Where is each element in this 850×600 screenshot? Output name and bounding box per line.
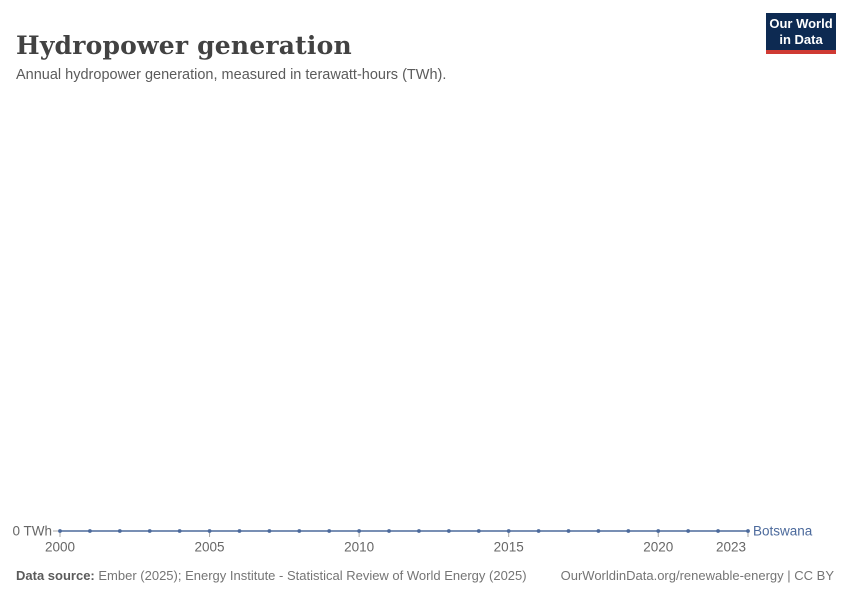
x-tick-label: 2020 bbox=[643, 540, 673, 555]
rights-link[interactable]: OurWorldinData.org/renewable-energy | CC… bbox=[560, 568, 834, 583]
data-point[interactable] bbox=[147, 529, 152, 533]
data-point[interactable] bbox=[177, 529, 182, 533]
data-point[interactable] bbox=[58, 529, 62, 533]
owid-logo-line2: in Data bbox=[779, 31, 823, 47]
page-title: Hydropower generation bbox=[16, 30, 352, 60]
data-point[interactable] bbox=[327, 529, 332, 533]
x-tick-label: 2000 bbox=[45, 540, 75, 555]
chart-subtitle: Annual hydropower generation, measured i… bbox=[16, 66, 447, 83]
data-point[interactable] bbox=[117, 529, 122, 533]
data-source-label: Data source: bbox=[16, 568, 95, 583]
data-point[interactable] bbox=[746, 529, 750, 533]
data-source: Data source: Ember (2025); Energy Instit… bbox=[16, 568, 527, 583]
data-point[interactable] bbox=[716, 529, 720, 533]
data-point[interactable] bbox=[536, 529, 541, 533]
data-point[interactable] bbox=[446, 529, 451, 533]
data-point[interactable] bbox=[267, 529, 272, 533]
data-point[interactable] bbox=[476, 529, 481, 533]
owid-logo-line1: Our World bbox=[769, 16, 833, 32]
chart-footer: Data source: Ember (2025); Energy Instit… bbox=[16, 568, 834, 583]
x-tick-label: 2015 bbox=[494, 540, 524, 555]
data-point[interactable] bbox=[596, 529, 601, 533]
x-tick-label: 2005 bbox=[195, 540, 225, 555]
data-source-text: Ember (2025); Energy Institute - Statist… bbox=[98, 568, 527, 583]
data-point[interactable] bbox=[297, 529, 302, 533]
data-point[interactable] bbox=[656, 529, 661, 533]
data-point[interactable] bbox=[506, 529, 511, 533]
data-point[interactable] bbox=[357, 529, 362, 533]
data-point[interactable] bbox=[417, 529, 421, 533]
y-axis-tick-label: 0 TWh bbox=[12, 524, 52, 539]
owid-logo: Our World in Data bbox=[766, 13, 836, 54]
data-point[interactable] bbox=[626, 529, 631, 533]
data-point[interactable] bbox=[566, 529, 571, 533]
data-point[interactable] bbox=[387, 529, 391, 533]
data-point[interactable] bbox=[207, 529, 212, 533]
x-tick-label: 2023 bbox=[716, 540, 746, 555]
data-point[interactable] bbox=[237, 529, 242, 533]
data-point[interactable] bbox=[686, 529, 691, 533]
series-entity-label[interactable]: Botswana bbox=[753, 524, 813, 539]
x-tick-label: 2010 bbox=[344, 540, 374, 555]
data-point[interactable] bbox=[88, 529, 92, 533]
